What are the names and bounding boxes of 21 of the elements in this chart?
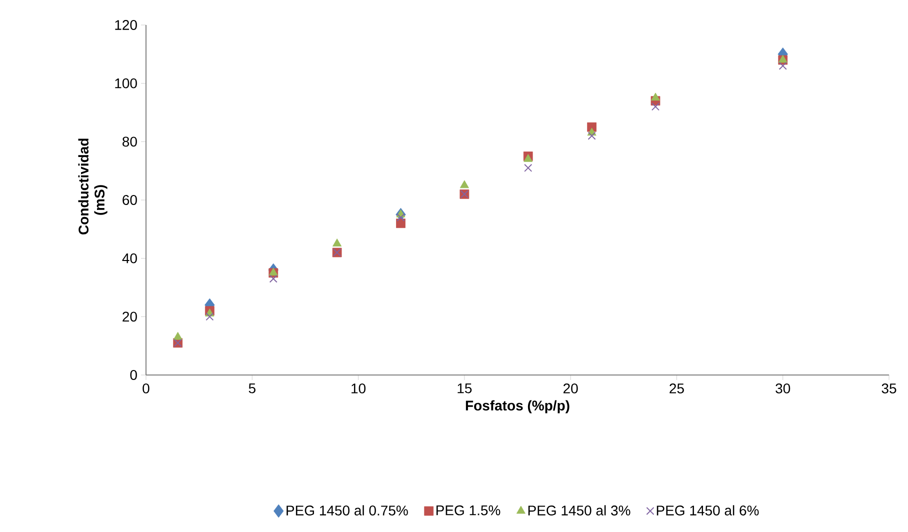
y-axis-title: Conductividad (mS) — [78, 138, 108, 234]
y-tick-label: 120 — [115, 20, 137, 30]
x-axis-title: Fosfatos (%p/p) — [466, 400, 570, 414]
x-tick-label: 20 — [563, 384, 578, 394]
legend-label: PEG 1450 al 3% — [528, 505, 630, 516]
x-tick-label: 35 — [882, 384, 896, 394]
legend-label: PEG 1450 al 0.75% — [286, 505, 408, 516]
x-tick-label: 15 — [458, 384, 472, 394]
y-tick-label: 60 — [122, 195, 137, 205]
x-tick-label: 10 — [352, 384, 366, 394]
x-tick-label: 25 — [670, 384, 684, 394]
x-tick-label: 0 — [142, 384, 150, 394]
y-tick-label: 100 — [115, 78, 137, 88]
y-tick-label: 0 — [130, 370, 137, 380]
x-tick-label: 5 — [248, 384, 256, 394]
y-tick-label: 40 — [122, 253, 137, 264]
y-tick-label: 80 — [122, 136, 137, 147]
x-tick-label: 30 — [776, 384, 790, 394]
legend-label: PEG 1.5% — [436, 505, 500, 516]
y-tick-label: 20 — [122, 312, 137, 322]
legend-label: PEG 1450 al 6% — [656, 505, 759, 516]
